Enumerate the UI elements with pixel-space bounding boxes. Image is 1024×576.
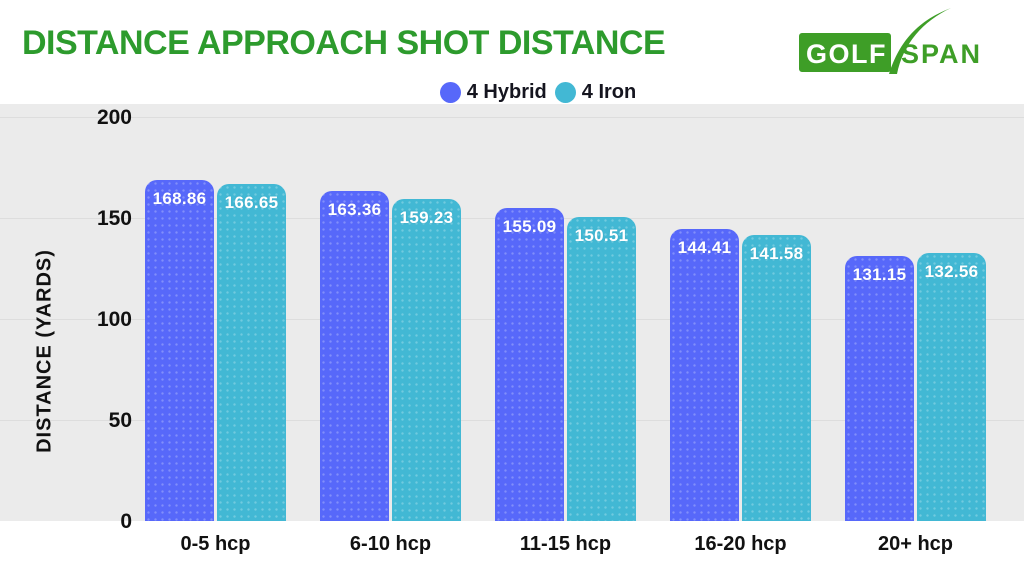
legend-swatch-icon [554,81,576,103]
bar-value-label: 163.36 [327,200,382,219]
legend-item-4-iron: 4 Iron [554,80,637,104]
bar-value-label: 166.65 [224,193,279,212]
y-tick-label-0: 0 [120,510,132,533]
bar-value-label: 144.41 [677,238,732,257]
swoosh-icon [889,8,951,74]
bar-4-iron-20+-hcp: 132.56 [917,253,986,521]
y-tick-label-150: 150 [96,207,132,230]
bar-value-label: 132.56 [924,262,979,281]
bar-value-label: 131.15 [852,265,907,284]
bar-4-hybrid-6-10-hcp: 163.36 [320,191,389,521]
bar-4-iron-0-5-hcp: 166.65 [217,184,286,521]
x-axis-label-6-10-hcp: 6-10 hcp [349,533,432,555]
gridline-200 [0,117,1024,118]
bar-value-label: 150.51 [574,226,629,245]
bar-4-hybrid-20+-hcp: 131.15 [845,256,914,521]
y-tick-label-100: 100 [96,308,132,331]
legend-label: 4 Hybrid [466,80,547,103]
bar-value-label: 159.23 [399,208,454,227]
bar-4-hybrid-16-20-hcp: 144.41 [670,229,739,521]
y-axis-title: DISTANCE (YARDS) [33,249,56,453]
y-tick-label-200: 200 [96,106,132,129]
x-axis-label-11-15-hcp: 11-15 hcp [519,533,612,555]
bar-4-iron-11-15-hcp: 150.51 [567,217,636,521]
bar-4-iron-6-10-hcp: 159.23 [392,199,461,521]
logo-golf-text: GOLF [806,39,887,69]
bar-value-label: 168.86 [152,189,207,208]
golf-logo-box: GOLF [799,33,891,72]
x-axis-label-16-20-hcp: 16-20 hcp [694,533,787,555]
bar-value-label: 155.09 [502,217,557,236]
legend-label: 4 Iron [581,80,637,103]
logo-span-text: SPAN [901,39,982,69]
golfspan-logo: GOLF SPAN [799,8,982,74]
chart-title: DISTANCE APPROACH SHOT DISTANCE [22,24,666,62]
bar-4-hybrid-0-5-hcp: 168.86 [145,180,214,521]
y-tick-label-50: 50 [108,409,132,432]
legend-item-4-hybrid: 4 Hybrid [439,80,547,104]
x-axis-label-0-5-hcp: 0-5 hcp [180,533,251,555]
plot-area: 168.86 163.36 155.09 144.41 131.15 166.65 159.… [0,104,1024,532]
bar-value-label: 141.58 [749,244,804,263]
chart-legend: 4 Hybrid 4 Iron [26,79,1024,105]
bar-4-hybrid-11-15-hcp: 155.09 [495,208,564,521]
x-axis-label-20+-hcp: 20+ hcp [877,533,954,555]
bar-4-iron-16-20-hcp: 141.58 [742,235,811,521]
legend-swatch-icon [439,81,461,103]
